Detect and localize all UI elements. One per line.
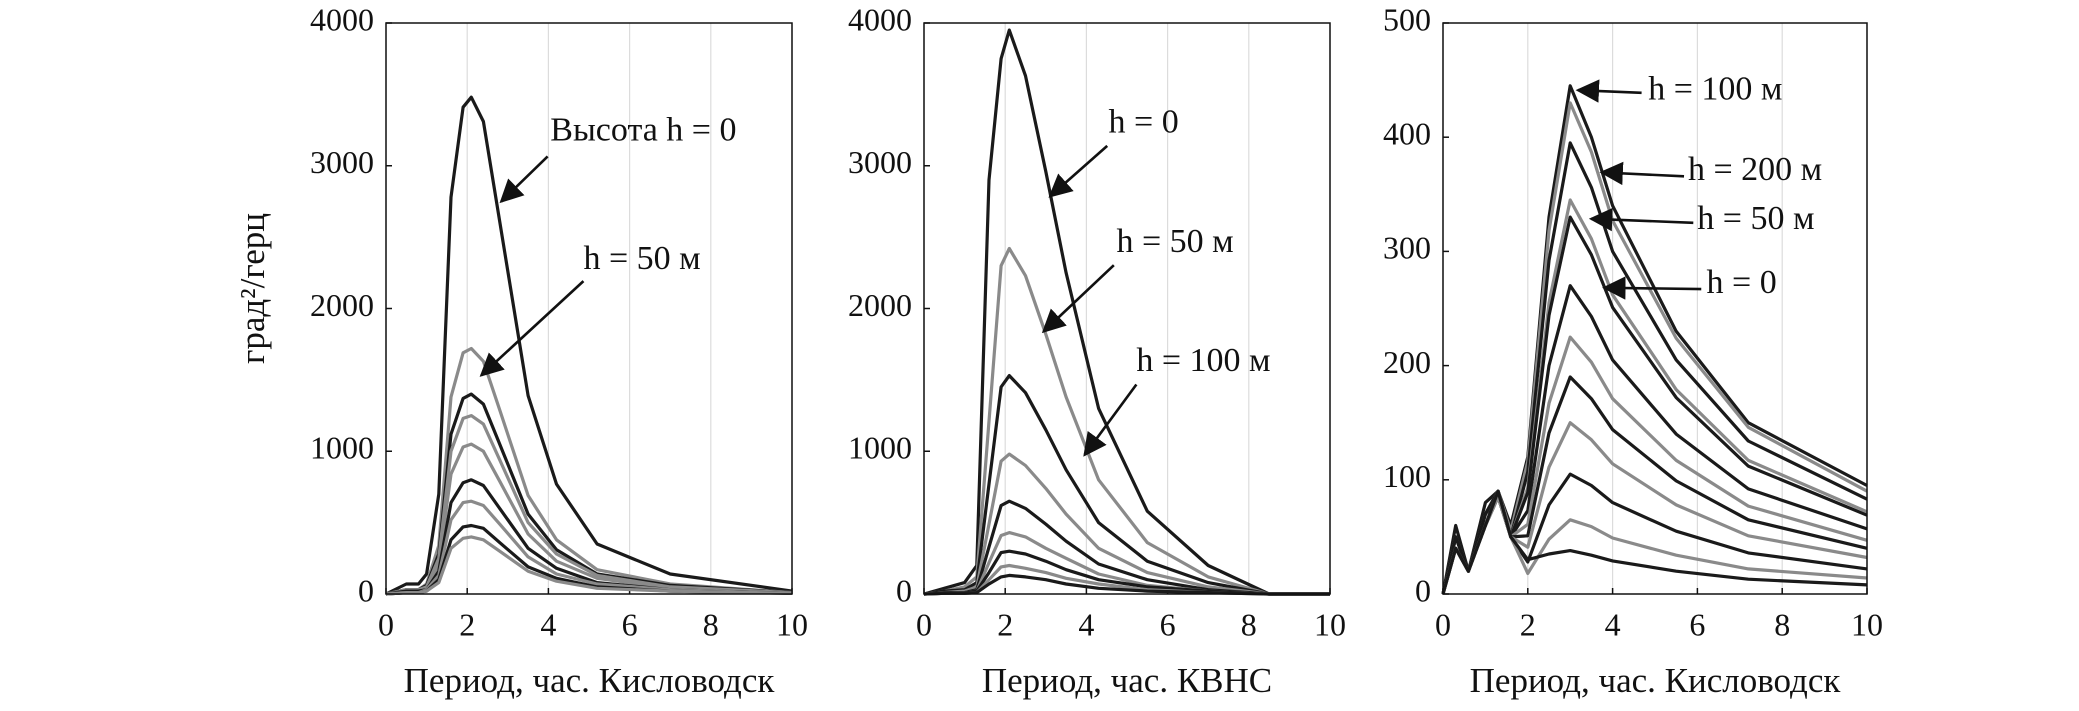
x-tick-label: 2 [997,606,1013,642]
x-tick-label: 4 [540,606,556,642]
y-tick-label: 2000 [848,287,912,323]
annotation: h = 0 [1109,103,1179,140]
series-line [923,246,1330,596]
x-tick-label: 6 [1160,606,1176,642]
series-line [923,28,1330,596]
y-tick-label: 0 [358,572,374,608]
y-tick-label: 0 [1415,572,1431,608]
annotation-arrow [1083,383,1138,457]
annotation: h = 50 м [1697,200,1814,237]
axes-frame [1442,22,1868,595]
y-tick-label: 2000 [310,287,374,323]
series-line [385,535,793,596]
annotation: h = 100 м [1136,342,1270,379]
annotation-arrow [1602,276,1702,300]
x-tick-label: 10 [1851,606,1883,642]
series-line [923,374,1330,596]
x-axis-label: Период, час. КВНС [982,661,1272,700]
plot-area [1443,23,1867,594]
annotation: h = 200 м [1688,151,1822,188]
y-tick-label: 1000 [310,430,374,466]
x-tick-label: 0 [916,606,932,642]
x-tick-label: 8 [703,606,719,642]
x-tick-label: 10 [1314,606,1346,642]
y-tick-label: 100 [1383,458,1431,494]
y-tick-label: 3000 [848,144,912,180]
annotation: h = 0 [1707,264,1777,301]
annotation: h = 50 м [583,240,700,277]
annotation-arrow [1041,264,1115,334]
annotation-arrow [1599,161,1685,186]
y-tick-label: 0 [896,572,912,608]
annotation-arrow [1575,79,1642,103]
annotation-arrow [1588,207,1694,232]
x-tick-label: 6 [622,606,638,642]
x-axis-label: Период, час. Кисловодск [404,661,776,700]
series-line [1441,489,1868,595]
x-tick-label: 8 [1774,606,1790,642]
series-line [923,573,1330,596]
y-tick-label: 200 [1383,344,1431,380]
x-tick-label: 4 [1605,606,1621,642]
axes-frame [923,22,1331,595]
series-line [923,452,1330,596]
annotation-arrow [499,155,549,204]
axes-frame [385,22,793,595]
x-tick-label: 2 [459,606,475,642]
annotation-arrow [1048,144,1109,198]
y-tick-label: 3000 [310,144,374,180]
y-tick-label: 300 [1383,230,1431,266]
y-axis-label: град²/герц [233,213,272,364]
plot-area [924,23,1330,594]
y-tick-label: 1000 [848,430,912,466]
x-tick-label: 4 [1078,606,1094,642]
x-axis-label: Период, час. Кисловодск [1470,661,1842,700]
y-tick-label: 4000 [848,1,912,37]
x-tick-label: 6 [1689,606,1705,642]
annotation: h = 100 м [1648,70,1782,107]
x-tick-label: 0 [1435,606,1451,642]
y-tick-label: 500 [1383,1,1431,37]
x-tick-label: 0 [378,606,394,642]
x-tick-label: 10 [776,606,808,642]
y-tick-label: 400 [1383,116,1431,152]
annotation-arrow [479,280,585,377]
x-tick-label: 8 [1241,606,1257,642]
x-tick-label: 2 [1520,606,1536,642]
annotation: Высота h = 0 [550,111,736,148]
y-tick-label: 4000 [310,1,374,37]
series-line [385,95,793,596]
annotation: h = 50 м [1116,223,1233,260]
